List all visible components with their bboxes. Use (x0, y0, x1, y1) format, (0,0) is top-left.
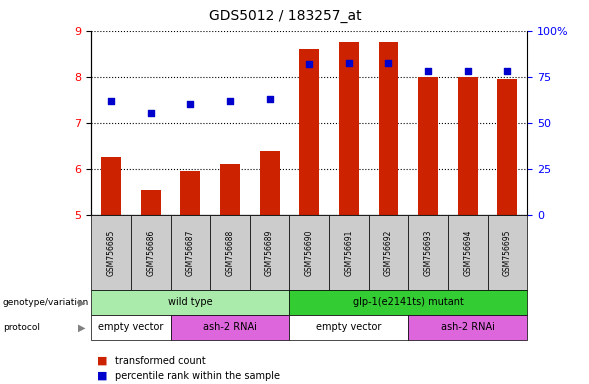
Point (265, 96, 274, 102)
Text: ■: ■ (97, 356, 108, 366)
Point (305, 61, 314, 67)
Text: percentile rank within the sample: percentile rank within the sample (115, 371, 280, 381)
Bar (458, 77, 478, 215)
Bar (180, 171, 200, 215)
Text: empty vector: empty vector (98, 322, 164, 333)
Text: GDS5012 / 183257_at: GDS5012 / 183257_at (209, 9, 362, 23)
Bar (498, 79, 517, 215)
Text: ash-2 RNAi: ash-2 RNAi (441, 322, 495, 333)
Point (344, 60, 353, 66)
Text: GSM756694: GSM756694 (463, 229, 472, 276)
Point (146, 110, 155, 116)
Text: glp-1(e2141ts) mutant: glp-1(e2141ts) mutant (353, 297, 464, 308)
Point (463, 68, 472, 74)
Point (225, 98, 234, 104)
Text: ■: ■ (97, 371, 108, 381)
Text: wild type: wild type (168, 297, 213, 308)
Text: ▶: ▶ (78, 322, 85, 333)
Bar (339, 42, 359, 215)
Text: GSM756687: GSM756687 (186, 229, 195, 276)
Text: protocol: protocol (3, 323, 40, 332)
Text: empty vector: empty vector (316, 322, 382, 333)
Text: transformed count: transformed count (115, 356, 206, 366)
Point (107, 98, 116, 104)
Text: ▶: ▶ (78, 297, 85, 308)
Text: genotype/variation: genotype/variation (3, 298, 89, 307)
Bar (220, 164, 240, 215)
Bar (379, 42, 398, 215)
Bar (141, 190, 161, 215)
Text: GSM756693: GSM756693 (423, 229, 432, 276)
Bar (101, 157, 121, 215)
Point (186, 101, 195, 107)
Text: GSM756692: GSM756692 (384, 229, 393, 276)
Text: GSM756688: GSM756688 (226, 229, 234, 276)
Bar (260, 151, 280, 215)
Text: GSM756695: GSM756695 (503, 229, 512, 276)
Text: GSM756691: GSM756691 (345, 229, 353, 276)
Text: GSM756686: GSM756686 (146, 229, 155, 276)
Point (502, 68, 512, 74)
Bar (299, 49, 319, 215)
Point (384, 60, 393, 66)
Point (423, 68, 433, 74)
Text: GSM756689: GSM756689 (265, 229, 274, 276)
Bar (418, 77, 438, 215)
Text: GSM756690: GSM756690 (305, 229, 314, 276)
Text: ash-2 RNAi: ash-2 RNAi (203, 322, 257, 333)
Text: GSM756685: GSM756685 (107, 229, 115, 276)
